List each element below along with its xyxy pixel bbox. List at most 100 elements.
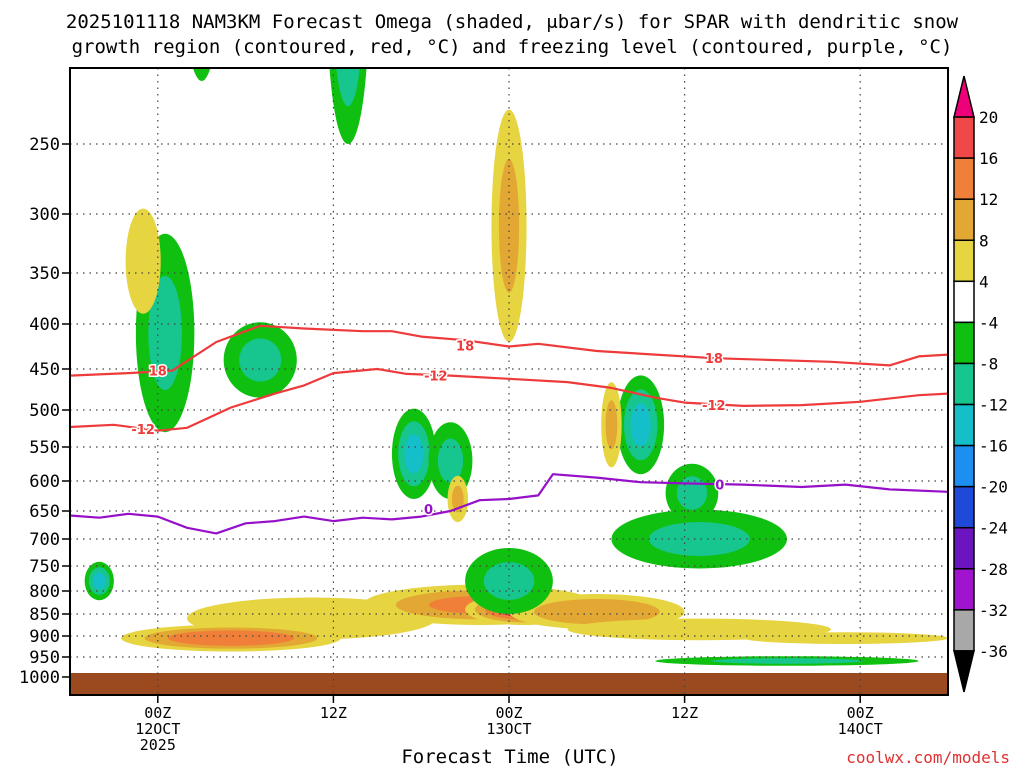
- omega-cell: [617, 375, 665, 475]
- omega-shade-level: [437, 438, 464, 483]
- omega-shade-level: [336, 68, 360, 107]
- omega-shade-level: [148, 275, 182, 391]
- x-tick-label: 00Z: [144, 704, 171, 722]
- contour-line: [70, 367, 948, 432]
- x-tick-label: 13OCT: [486, 720, 531, 738]
- omega-cell: [665, 463, 719, 523]
- omega-shade-level: [786, 634, 905, 642]
- omega-shade-level: [483, 562, 535, 600]
- x-tick-label: 12Z: [320, 704, 347, 722]
- colorbar-swatch: [953, 403, 975, 447]
- colorbar-label: 16: [979, 149, 998, 168]
- y-tick-label: 400: [29, 315, 60, 335]
- omega-cell: [509, 594, 685, 630]
- colorbar-label: 12: [979, 190, 998, 209]
- colorbar-label: -32: [979, 601, 1008, 620]
- colorbar-swatch: [953, 362, 975, 406]
- colorbar-swatch: [953, 280, 975, 324]
- colorbar-label: 8: [979, 231, 989, 250]
- contours: 18 18 18 -12 -12 -12 0 0: [70, 324, 948, 535]
- colorbar-label: -28: [979, 560, 1008, 579]
- contour-label: -12: [702, 399, 726, 414]
- colorbar-swatch: [953, 321, 975, 365]
- y-tick-label: 800: [29, 582, 60, 602]
- omega-cell: [611, 509, 788, 569]
- omega-shade-level: [498, 158, 520, 293]
- omega-cell: [655, 656, 919, 666]
- y-tick-label: 350: [29, 264, 60, 284]
- axes: 2503003504004505005506006507007508008509…: [19, 67, 949, 754]
- colorbar-label: -20: [979, 478, 1008, 497]
- omega-shade-level: [451, 485, 464, 513]
- omega-shade-level: [125, 208, 161, 314]
- omega-shade-level: [239, 338, 282, 382]
- y-tick-label: 250: [29, 135, 60, 155]
- colorbar-swatch: [953, 444, 975, 488]
- y-tick-label: 850: [29, 605, 60, 625]
- colorbar-label: -4: [979, 313, 998, 332]
- contour-label: -12: [424, 370, 448, 385]
- omega-shade-level: [192, 68, 211, 81]
- y-tick-label: 950: [29, 648, 60, 668]
- x-tick-label: 14OCT: [838, 720, 883, 738]
- colorbar-swatch: [953, 650, 975, 693]
- y-tick-label: 700: [29, 530, 60, 550]
- y-tick-label: 450: [29, 360, 60, 380]
- contour-label: 18: [705, 352, 723, 367]
- omega-cell: [465, 548, 553, 614]
- omega-shade-level: [404, 434, 424, 474]
- colorbar-swatch: [953, 239, 975, 283]
- omega-cell: [447, 475, 469, 523]
- omega-shade-level: [239, 606, 383, 631]
- y-tick-label: 500: [29, 401, 60, 421]
- colorbar-label: -24: [979, 519, 1008, 538]
- colorbar-swatch: [953, 75, 975, 118]
- colorbar-swatch: [953, 157, 975, 200]
- credit-link[interactable]: coolwx.com/models: [846, 748, 1010, 767]
- colorbar-label: -12: [979, 396, 1008, 415]
- x-tick-label: 00Z: [495, 704, 522, 722]
- omega-cell: [743, 632, 948, 644]
- colorbar-label: -36: [979, 642, 1008, 661]
- contour-label: 18: [149, 365, 167, 380]
- omega-shade-level: [605, 400, 618, 450]
- y-tick-label: 750: [29, 557, 60, 577]
- colorbar-swatch: [953, 198, 975, 242]
- chart-title-line-2: growth region (contoured, red, °C) and f…: [72, 36, 953, 58]
- colorbar-swatch: [953, 526, 975, 570]
- omega-cell: [329, 68, 367, 144]
- contour-label: 0: [424, 503, 433, 518]
- colorbar-label: 20: [979, 108, 998, 127]
- omega-cell: [601, 382, 622, 468]
- omega-shade-level: [92, 572, 106, 590]
- chart-title-line-1: 2025101118 NAM3KM Forecast Omega (shaded…: [66, 11, 959, 33]
- x-tick-label: 2025: [140, 736, 176, 754]
- contour-line: [70, 473, 948, 535]
- colorbar-swatch: [953, 485, 975, 529]
- omega-shade-level: [648, 522, 750, 556]
- ground: [70, 673, 948, 695]
- y-tick-label: 550: [29, 438, 60, 458]
- y-tick-label: 650: [29, 502, 60, 522]
- omega-shade-level: [191, 633, 271, 643]
- x-tick-label: 12OCT: [135, 720, 180, 738]
- omega-cell: [491, 109, 527, 342]
- colorbar-label: -16: [979, 437, 1008, 456]
- chart-title: 2025101118 NAM3KM Forecast Omega (shaded…: [66, 11, 959, 58]
- colorbar-swatch: [953, 609, 975, 652]
- x-tick-label: 00Z: [847, 704, 874, 722]
- colorbar: 20 16 12 8 4 -4 -8 -12 -16 -20 -24 -28 -32 -36: [953, 75, 1008, 693]
- colorbar-label: -8: [979, 354, 998, 373]
- contour-label: 18: [456, 340, 474, 355]
- omega-shade-level: [711, 658, 863, 664]
- omega-cell: [125, 208, 161, 314]
- colorbar-swatch: [953, 116, 975, 159]
- omega-cell: [223, 322, 297, 398]
- x-tick-label: 12Z: [671, 704, 698, 722]
- contour-line: [70, 324, 948, 377]
- contour-label: -12: [131, 423, 155, 438]
- colorbar-label: 4: [979, 272, 989, 291]
- y-tick-label: 300: [29, 205, 60, 225]
- y-tick-label: 900: [29, 627, 60, 647]
